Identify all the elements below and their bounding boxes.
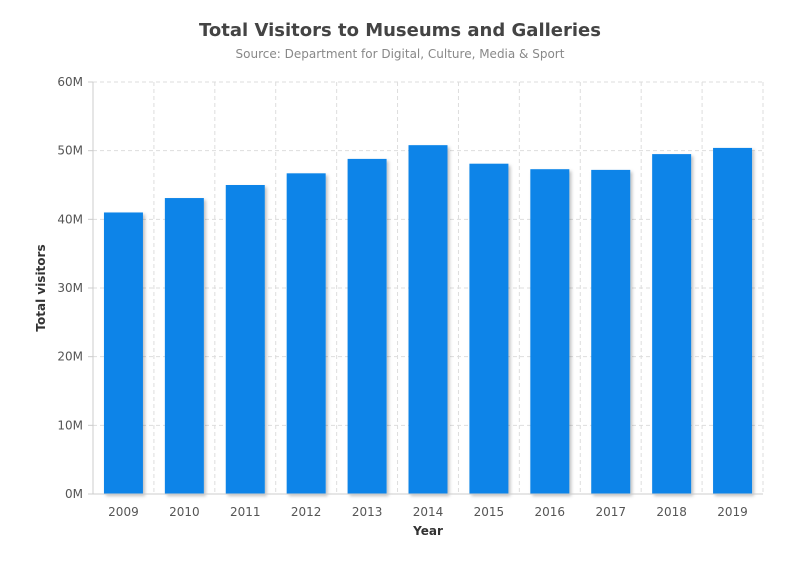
x-tick-label: 2017 [595,505,626,519]
y-axis-title: Total visitors [34,244,48,331]
bar [469,163,509,495]
bar [652,154,692,494]
y-tick-label: 60M [57,75,83,89]
y-tick-label: 30M [57,281,83,295]
bars [103,145,753,495]
x-axis-title: Year [412,524,443,538]
tick-labels: 0M 10M 20M 30M 40M 50M 60M 2009 2010 2011 2012 2013… [57,75,747,519]
x-tick-label: 2010 [169,505,200,519]
x-tick-label: 2012 [291,505,322,519]
y-tick-label: 20M [57,350,83,364]
axes [88,81,763,495]
bar [164,198,204,494]
x-tick-label: 2015 [474,505,505,519]
grid [93,81,764,494]
bar [713,147,753,495]
x-tick-label: 2018 [656,505,687,519]
y-tick-label: 10M [57,418,83,432]
bar [530,169,570,494]
x-tick-label: 2019 [717,505,748,519]
x-tick-label: 2013 [352,505,383,519]
bar [286,173,326,494]
y-tick-label: 50M [57,144,83,158]
x-tick-label: 2011 [230,505,261,519]
x-tick-label: 2009 [108,505,139,519]
y-tick-label: 40M [57,212,83,226]
bar [103,212,143,494]
bar [591,169,631,495]
bar [347,158,387,494]
x-tick-label: 2016 [535,505,566,519]
chart-subtitle: Source: Department for Digital, Culture,… [235,47,565,61]
bar [408,145,448,494]
bar [225,185,265,494]
chart-title: Total Visitors to Museums and Galleries [199,20,601,41]
y-tick-label: 0M [65,487,83,501]
x-tick-label: 2014 [413,505,444,519]
